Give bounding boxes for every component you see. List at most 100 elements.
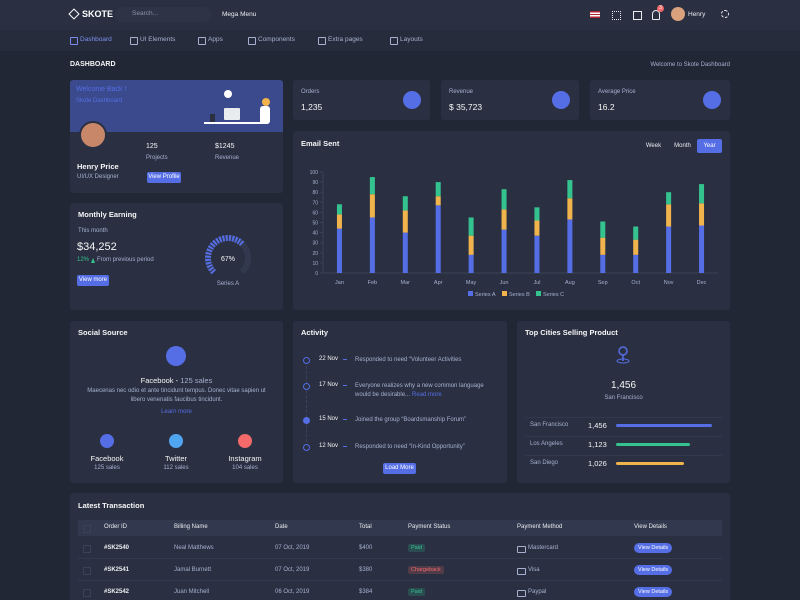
- settings-icon[interactable]: [721, 10, 729, 18]
- change: 12%: [77, 257, 90, 263]
- user-name[interactable]: Henry: [688, 11, 706, 18]
- profile-name: Henry Price: [77, 162, 119, 171]
- view-details-button[interactable]: View Details: [634, 543, 673, 553]
- x-tick-label: Dec: [697, 280, 707, 286]
- y-tick-label: 80: [312, 190, 318, 196]
- apps-icon[interactable]: [612, 11, 621, 20]
- bar: [567, 180, 573, 199]
- view-profile-button[interactable]: View Profile: [147, 172, 181, 183]
- table-cell: 06 Oct, 2019: [275, 589, 310, 595]
- city-name: Los Angeles: [530, 441, 563, 447]
- headline-city: San Francisco: [604, 395, 643, 401]
- bar: [369, 194, 375, 218]
- facebook-icon: [166, 346, 186, 366]
- source-name: Facebook: [90, 454, 124, 463]
- stat-label: Revenue: [449, 89, 474, 95]
- source-name: Twitter: [164, 454, 188, 463]
- card-icon: [517, 546, 526, 553]
- welcome-title: Welcome Back !: [76, 86, 127, 93]
- bar: [567, 198, 573, 220]
- activity-date: 17 Nov: [319, 382, 339, 388]
- search-box[interactable]: [115, 7, 211, 22]
- table-cell: Mastercard: [528, 545, 559, 551]
- activity-text: Joined the group “Boardsmanship Forum”: [355, 416, 495, 425]
- mega-menu[interactable]: Mega Menu: [222, 11, 257, 18]
- bar: [501, 209, 507, 230]
- chart-tab[interactable]: Week: [645, 143, 662, 149]
- chart-tab[interactable]: Month: [674, 143, 691, 149]
- bar: [501, 189, 507, 210]
- y-tick-label: 70: [312, 200, 318, 206]
- bar: [369, 217, 375, 273]
- source-name: Instagram: [228, 454, 262, 463]
- social-source-card: Social Source Facebook - 125 sales Maece…: [70, 321, 283, 483]
- view-details-button[interactable]: View Details: [634, 565, 673, 575]
- timeline-dot: [303, 383, 310, 390]
- load-more-button[interactable]: Load More: [383, 463, 416, 474]
- page-title: DASHBOARD: [70, 61, 116, 68]
- stat-icon: [703, 91, 721, 109]
- y-tick-label: 100: [310, 170, 319, 176]
- activity-text-body: Responded to need “In-Kind Opportunity”: [355, 444, 465, 450]
- nav-icon: [318, 37, 326, 45]
- table-cell: Jamal Burnett: [174, 567, 212, 573]
- bar: [336, 228, 342, 273]
- row-divider: [525, 436, 722, 437]
- table-cell: $380: [359, 567, 373, 573]
- headline: Facebook - 125 sales: [70, 376, 283, 385]
- user-avatar[interactable]: [671, 7, 685, 21]
- stat-icon: [403, 91, 421, 109]
- bar: [534, 207, 540, 221]
- nav-icon: [130, 37, 138, 45]
- checkbox[interactable]: [83, 589, 91, 597]
- profile-avatar: [79, 121, 107, 149]
- view-more-button[interactable]: View more: [77, 275, 109, 286]
- nav-item[interactable]: Extra pages: [328, 36, 363, 43]
- top-cities-card: Top Cities Selling Product 1,456 San Fra…: [517, 321, 730, 483]
- nav-item[interactable]: Apps: [208, 36, 223, 43]
- view-details-button[interactable]: View Details: [634, 587, 673, 597]
- logo[interactable]: SKOTE: [82, 9, 114, 19]
- nav-item[interactable]: Dashboard: [80, 36, 112, 43]
- source-sales: 104 sales: [232, 465, 258, 471]
- y-tick-label: 90: [312, 180, 318, 186]
- column-header: Total: [359, 524, 372, 530]
- nav-item[interactable]: Components: [258, 36, 295, 43]
- row-divider: [525, 455, 722, 456]
- email-card: Email Sent 0 10 20 30 40 50 60 70 80 90 100 Jan Feb M…: [293, 131, 730, 310]
- chart-tab[interactable]: Year: [697, 139, 722, 153]
- read-more[interactable]: Read more: [412, 392, 442, 398]
- bar: [699, 184, 705, 204]
- headline-sales: 125 sales: [180, 376, 213, 385]
- activity-text-body: Joined the group “Boardsmanship Forum”: [355, 417, 467, 423]
- checkbox[interactable]: [83, 567, 91, 575]
- flag[interactable]: [590, 11, 600, 18]
- gauge-value: [205, 235, 245, 275]
- row-divider: [78, 558, 722, 559]
- table-cell: 07 Oct, 2019: [275, 567, 310, 573]
- activity-arrow: [343, 446, 347, 447]
- learn-more[interactable]: Learn more: [161, 409, 192, 415]
- welcome-subtitle: Skote Dashboard: [76, 98, 123, 104]
- activity-arrow: [343, 419, 347, 420]
- table-cell: Paid: [408, 588, 426, 596]
- row-divider: [78, 580, 722, 581]
- card-title: Activity: [301, 328, 329, 337]
- checkbox[interactable]: [83, 545, 91, 553]
- bar: [633, 254, 639, 273]
- welcome-card: Welcome Back ! Skote Dashboard Henry Pri…: [70, 80, 283, 193]
- bar: [369, 177, 375, 195]
- bell-icon[interactable]: [652, 10, 660, 20]
- city-value: 1,456: [588, 421, 607, 430]
- nav-icon: [248, 37, 256, 45]
- card-icon: [517, 568, 526, 575]
- fullscreen-icon[interactable]: [633, 11, 642, 20]
- stat-icon: [552, 91, 570, 109]
- row-divider: [525, 417, 722, 418]
- column-header: Payment Method: [517, 524, 563, 530]
- nav-item[interactable]: Layouts: [400, 36, 423, 43]
- search-placeholder: Search...: [132, 10, 159, 17]
- nav-item[interactable]: UI Elements: [140, 36, 176, 43]
- email-chart: 0 10 20 30 40 50 60 70 80 90 100 Jan Feb Mar Apr May Jun…: [310, 170, 718, 298]
- x-tick-label: Sep: [598, 280, 608, 286]
